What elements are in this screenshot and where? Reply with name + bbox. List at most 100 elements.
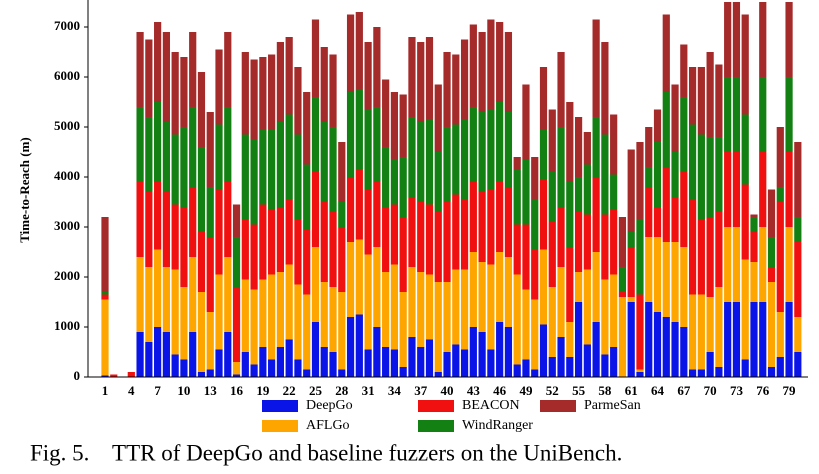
bar-segment [653, 109, 662, 142]
bar-segment [145, 267, 153, 342]
bar-segment [241, 219, 249, 280]
bar-segment [355, 12, 363, 90]
bar-segment [355, 89, 363, 170]
bar-segment [732, 77, 741, 152]
bar-segment [592, 322, 600, 377]
bar-segment [408, 197, 416, 267]
bar-segment [496, 102, 504, 182]
x-tick-label: 79 [783, 383, 797, 398]
bar-segment [680, 327, 688, 377]
bar-segment [583, 269, 591, 345]
x-tick-label: 55 [572, 383, 586, 398]
bar-segment [443, 352, 451, 377]
legend-label: ParmeSan [584, 398, 641, 413]
bar-segment [329, 54, 337, 127]
bar-segment [171, 134, 179, 205]
bar-segment [417, 272, 425, 347]
bar-segment [601, 42, 609, 135]
bar-segment [364, 189, 372, 255]
x-tick-label: 1 [102, 383, 109, 398]
bar-segment [382, 207, 390, 272]
bar-segment [706, 217, 714, 297]
bar-segment [741, 259, 749, 360]
bar-segment [215, 124, 223, 190]
bar-segment [688, 67, 697, 125]
x-tick-label: 31 [362, 383, 375, 398]
bar-segment [610, 347, 618, 377]
y-tick-label: 1000 [54, 318, 80, 333]
bar-segment [759, 2, 767, 77]
bar-segment [548, 172, 556, 222]
bar-segment [250, 289, 258, 365]
bar-segment [680, 97, 688, 172]
bar-segment [338, 227, 346, 292]
bar-segment [460, 269, 469, 350]
bar-segment [206, 112, 214, 187]
bar-segment [610, 274, 618, 347]
bar-segment [645, 167, 653, 187]
bar-segment [250, 139, 258, 225]
bar-segment [583, 164, 591, 215]
bar-segment [285, 199, 293, 265]
bar-segment [268, 129, 276, 210]
bar-segment [259, 347, 267, 377]
bar-segment [741, 114, 749, 185]
bar-segment [513, 364, 521, 377]
bar-segment [101, 217, 109, 292]
bar-segment [750, 232, 758, 262]
bar-segment [732, 2, 741, 77]
bar-segment [320, 282, 328, 347]
bar-segment [583, 132, 591, 165]
bar-segment [557, 127, 565, 207]
bar-segment [715, 212, 723, 287]
bar-segment [522, 224, 530, 290]
bar-segment [618, 297, 627, 377]
bar-segment [285, 114, 293, 200]
bar-segment [232, 204, 241, 237]
bar-segment [101, 292, 109, 295]
bar-segment [724, 152, 732, 227]
bar-segment [329, 287, 337, 352]
bar-segment [469, 107, 477, 182]
bar-segment [487, 19, 495, 110]
bar-segment [785, 227, 793, 302]
bar-segment [276, 207, 284, 272]
bar-segment [268, 209, 276, 275]
bar-segment [715, 367, 723, 377]
bar-segment [522, 84, 530, 160]
x-tick-label: 19 [256, 383, 270, 398]
bar-segment [574, 302, 583, 377]
bar-segment [539, 179, 548, 250]
bar-segment [180, 57, 188, 127]
bar-segment [601, 279, 609, 355]
bar-segment [794, 352, 802, 377]
bar-segment [382, 272, 390, 347]
bar-segment [601, 134, 609, 215]
bar-segment [618, 217, 627, 267]
x-tick-label: 64 [651, 383, 665, 398]
bar-segment [566, 102, 574, 182]
bar-segment [320, 122, 328, 202]
bar-segment [224, 257, 232, 332]
x-tick-label: 28 [335, 383, 349, 398]
x-tick-label: 58 [598, 383, 612, 398]
y-tick-label: 6000 [54, 68, 80, 83]
bar-segment [750, 302, 758, 377]
bar-segment [627, 232, 635, 247]
bar-segment [232, 374, 241, 377]
bar-segment [303, 92, 311, 165]
bar-segment [136, 332, 144, 377]
bar-segment [127, 372, 135, 377]
bar-segment [460, 119, 469, 200]
bar-segment [767, 267, 776, 282]
bar-segment [566, 357, 574, 377]
bar-segment [259, 204, 267, 280]
bar-segment [767, 189, 776, 237]
bar-segment [574, 177, 583, 212]
bar-segment [390, 264, 399, 350]
bar-segment [504, 32, 513, 112]
bar-segment [653, 312, 662, 377]
bar-segment [539, 324, 548, 377]
bar-segment [197, 72, 206, 147]
bar-segment [785, 77, 793, 152]
